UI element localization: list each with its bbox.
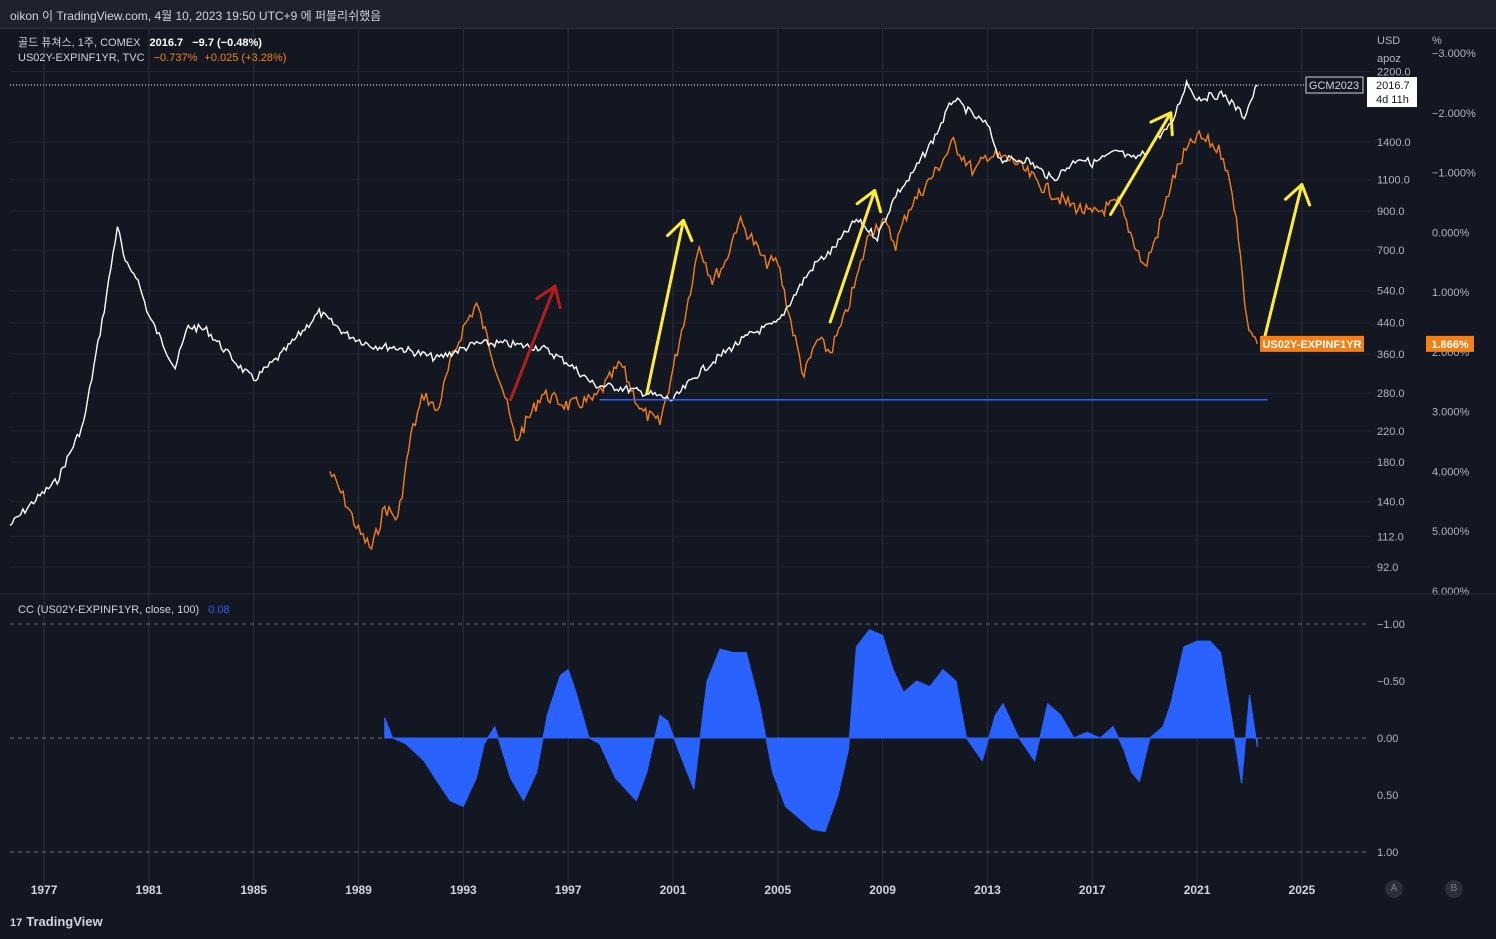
right-axis-tick-label: −1.000%	[1432, 168, 1476, 180]
gcm-price-badge	[1367, 77, 1417, 108]
footer: 17 TradingView	[0, 906, 1496, 939]
gold-legend[interactable]: 골드 퓨쳐스, 1주, COMEX 2016.7 −9.7 (−0.48%)	[18, 34, 262, 50]
x-tick-label: 2001	[660, 883, 687, 897]
gold-legend-name: 골드 퓨쳐스, 1주, COMEX	[18, 37, 141, 49]
left-axis-tick-label: 1400.0	[1377, 137, 1411, 149]
right-axis-tick-label: 4.000%	[1432, 466, 1470, 478]
us2y-legend[interactable]: US02Y-EXPINF1YR, TVC −0.737% +0.025 (+3.…	[18, 52, 286, 64]
trend-arrow-head	[855, 188, 883, 214]
gcm-symbol-badge	[1305, 76, 1364, 94]
cc-axis-tick-label: 0.50	[1377, 790, 1398, 802]
trend-arrow-head	[1284, 183, 1312, 207]
left-axis-tick-label: 700.0	[1377, 245, 1405, 257]
tv-logo-icon: 17	[10, 917, 23, 929]
left-axis-tick-label: 92.0	[1377, 562, 1398, 574]
cc-legend-name: CC (US02Y-EXPINF1YR, close, 100)	[18, 604, 200, 616]
x-tick-label: 2005	[764, 883, 791, 897]
trend-arrow-shaft	[509, 284, 557, 402]
right-axis-tick-label: −2.000%	[1432, 108, 1476, 120]
chart-canvas[interactable]: 1977 1981 1985 1989 1993 1997 2001 2005 2009 2013…	[0, 28, 1496, 906]
x-tick-label: 1981	[136, 883, 163, 897]
gold-line-layer	[9, 78, 1258, 526]
axes: 1977 1981 1985 1989 1993 1997 2001 2005 2009 2013…	[0, 35, 1496, 897]
left-axis-tick-label: 280.0	[1377, 388, 1405, 400]
us2y-legend-name: US02Y-EXPINF1YR, TVC	[18, 52, 145, 64]
trend-arrow-head	[1149, 111, 1174, 137]
cc-axis-tick-label: 1.00	[1377, 847, 1398, 859]
x-tick-label: 2009	[869, 883, 896, 897]
left-axis-tick-label: 112.0	[1377, 531, 1404, 543]
us2y-legend-change: +0.025 (+3.28%)	[204, 52, 287, 64]
cc-axis-tick-label: −1.00	[1377, 619, 1405, 631]
x-tick-label: 2013	[974, 883, 1001, 897]
left-axis-tick-label: 180.0	[1377, 457, 1405, 469]
gold-legend-change: −9.7 (−0.48%)	[192, 37, 262, 49]
top-bar: oikon 이 TradingView.com, 4월 10, 2023 19:…	[0, 0, 1496, 29]
right-axis-tick-label: 0.000%	[1432, 227, 1470, 239]
x-tick-label: 1997	[555, 883, 582, 897]
x-tick-label: 1989	[345, 883, 372, 897]
gold-price-line	[9, 78, 1258, 526]
gcm-price-label: 2016.7	[1376, 80, 1410, 92]
brand-label: TradingView	[26, 914, 103, 929]
trend-arrow-shaft	[1109, 111, 1173, 216]
cc-indicator-pane	[384, 629, 1258, 833]
cc-axis-tick-label: −0.50	[1377, 676, 1405, 688]
annotation-layer	[10, 84, 1312, 402]
trend-arrow-shaft	[645, 218, 685, 396]
right-axis-tick-label: −3.000%	[1432, 48, 1476, 60]
cc-area	[384, 629, 1258, 833]
us2y-symbol-badge	[1260, 335, 1364, 352]
x-tick-label: 1985	[240, 883, 267, 897]
trend-arrow-head	[535, 284, 562, 310]
us2y-legend-value: −0.737%	[153, 52, 198, 64]
right-axis-tick-label: 6.000%	[1432, 586, 1470, 598]
left-axis-tick-label: 1100.0	[1377, 175, 1410, 187]
left-axis-tick-label: 140.0	[1377, 496, 1405, 508]
us2y-expinf-line	[329, 129, 1258, 551]
price-badges: GCM2023 2016.7 4d 11h US02Y-EXPINF1YR 1.866%	[1260, 76, 1474, 352]
right-axis-tick-label: 3.000%	[1432, 407, 1470, 419]
x-tick-label: 1993	[450, 883, 477, 897]
grid-lines	[10, 28, 1370, 888]
x-tick-label: 2017	[1079, 883, 1106, 897]
left-axis-tick-label: 900.0	[1377, 206, 1405, 218]
left-axis-tick-label: 220.0	[1377, 426, 1405, 438]
us2y-value-label: 1.866%	[1431, 339, 1469, 351]
right-axis-tick-label: 1.000%	[1432, 287, 1470, 299]
us2y-symbol-label: US02Y-EXPINF1YR	[1262, 339, 1361, 351]
gcm-countdown-label: 4d 11h	[1376, 94, 1409, 106]
trend-arrow-shaft	[828, 188, 877, 324]
cc-axis-tick-label: 0.00	[1377, 733, 1398, 745]
gold-legend-value: 2016.7	[149, 37, 184, 49]
axis-unit-label: %	[1432, 35, 1442, 47]
left-axis-tick-label: 440.0	[1377, 318, 1405, 330]
left-axis-tick-label: 2200.0	[1377, 66, 1411, 78]
axis-unit-label: USD	[1377, 35, 1400, 47]
auto-scale-button[interactable]: A	[1385, 880, 1403, 898]
tradingview-logo: 17 TradingView	[10, 914, 103, 929]
left-axis-tick-label: 360.0	[1377, 349, 1405, 361]
trend-arrow-shaft	[1261, 183, 1304, 348]
publish-title: oikon 이 TradingView.com, 4월 10, 2023 19:…	[10, 9, 382, 23]
spread-line-layer	[329, 129, 1258, 551]
cc-legend-value: 0.08	[208, 604, 230, 616]
gcm-symbol-label: GCM2023	[1309, 80, 1359, 92]
b-scale-button[interactable]: B	[1445, 880, 1463, 898]
right-axis-tick-label: 5.000%	[1432, 526, 1470, 538]
axis-unit-label: apoz	[1377, 53, 1401, 65]
x-tick-label: 2021	[1184, 883, 1211, 897]
us2y-value-badge	[1426, 335, 1474, 352]
left-axis-tick-label: 540.0	[1377, 286, 1405, 298]
cc-legend[interactable]: CC (US02Y-EXPINF1YR, close, 100) 0.08	[18, 604, 230, 616]
trend-arrow-head	[666, 218, 694, 243]
x-tick-label: 1977	[31, 883, 58, 897]
x-tick-label: 2025	[1289, 883, 1316, 897]
